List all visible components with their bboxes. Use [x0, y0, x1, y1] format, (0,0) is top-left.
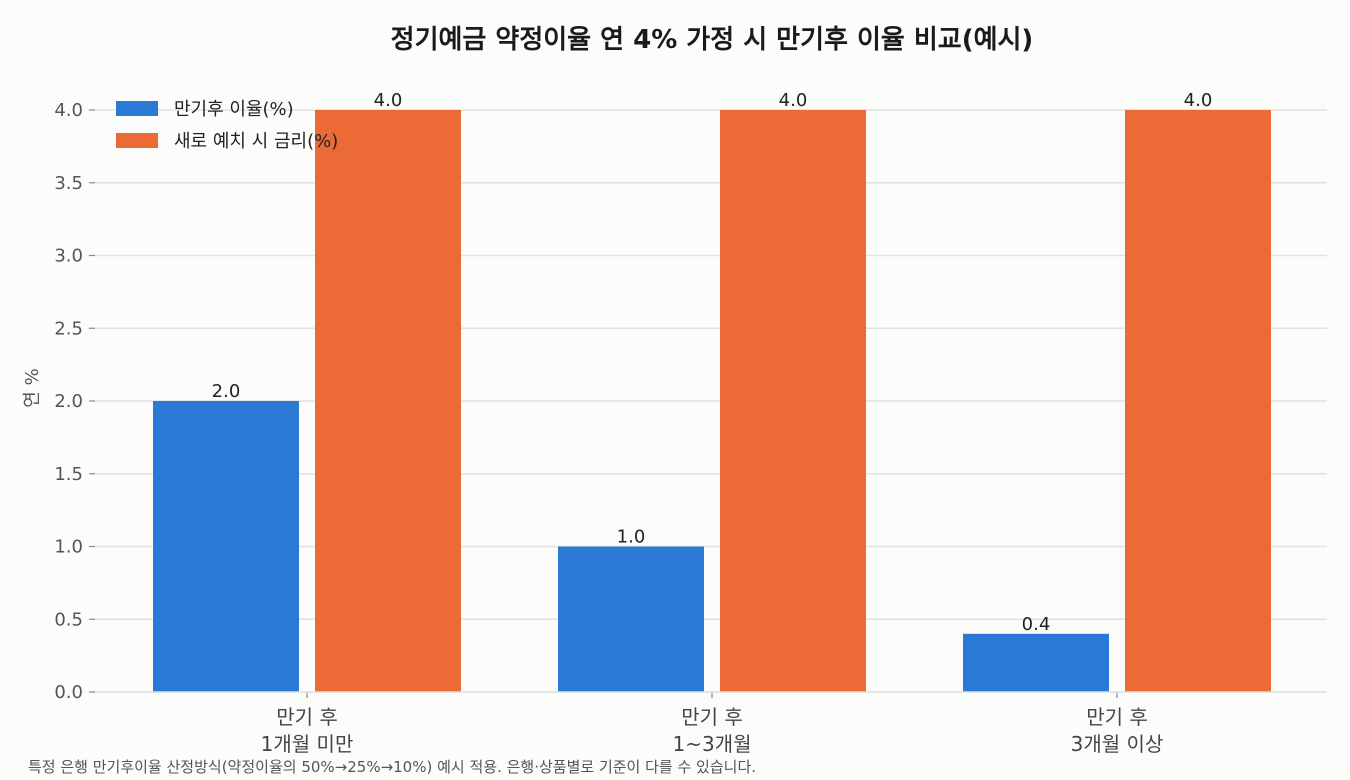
bars: 2.0 4.0 1.0 4.0 0.4 4.0 [153, 90, 1271, 692]
bar-series-2 [315, 110, 461, 692]
bar-series-2 [1125, 110, 1271, 692]
y-tick-label: 0.0 [54, 682, 83, 703]
x-tick-label: 만기 후 [276, 705, 338, 729]
y-tick-label: 3.5 [54, 173, 83, 194]
data-label: 4.0 [374, 90, 403, 111]
y-tick-label: 2.0 [54, 391, 83, 412]
x-tick-label: 만기 후 [681, 705, 743, 729]
data-label: 4.0 [1184, 90, 1213, 111]
footnote: 특정 은행 만기후이율 산정방식(약정이율의 50%→25%→10%) 예시 적… [28, 758, 757, 776]
data-label: 4.0 [779, 90, 808, 111]
legend-swatch [116, 101, 158, 116]
legend-entry: 새로 예치 시 금리(%) [174, 131, 338, 152]
y-tick-label: 1.5 [54, 464, 83, 485]
x-tick-label: 만기 후 [1086, 705, 1148, 729]
data-label: 1.0 [617, 527, 646, 548]
bar-series-2 [720, 110, 866, 692]
legend-swatch [116, 133, 158, 148]
data-label: 0.4 [1022, 614, 1051, 635]
y-tick-label: 1.0 [54, 537, 83, 558]
y-tick-label: 2.5 [54, 318, 83, 339]
y-tick-label: 4.0 [54, 100, 83, 121]
y-tick-label: 3.0 [54, 246, 83, 267]
y-axis-ticks: 0.0 0.5 1.0 1.5 2.0 2.5 3.0 3.5 4.0 [54, 100, 95, 703]
x-tick-label: 1~3개월 [672, 732, 751, 756]
data-label: 2.0 [212, 381, 241, 402]
x-tick-label: 1개월 미만 [261, 732, 354, 756]
gridlines [95, 109, 1327, 693]
bar-series-1 [558, 546, 704, 692]
legend: 만기후 이율(%) 새로 예치 시 금리(%) [116, 99, 338, 152]
chart-title: 정기예금 약정이율 연 4% 가정 시 만기후 이율 비교(예시) [391, 25, 1034, 55]
x-tick-label: 3개월 이상 [1071, 732, 1164, 756]
y-axis-label: 연 % [22, 368, 43, 407]
bar-series-1 [963, 633, 1109, 692]
x-axis-ticks: 만기 후 1개월 미만 만기 후 1~3개월 만기 후 3개월 이상 [95, 691, 1327, 756]
bar-series-1 [153, 401, 299, 692]
y-tick-label: 0.5 [54, 609, 83, 630]
legend-entry: 만기후 이율(%) [174, 99, 294, 120]
